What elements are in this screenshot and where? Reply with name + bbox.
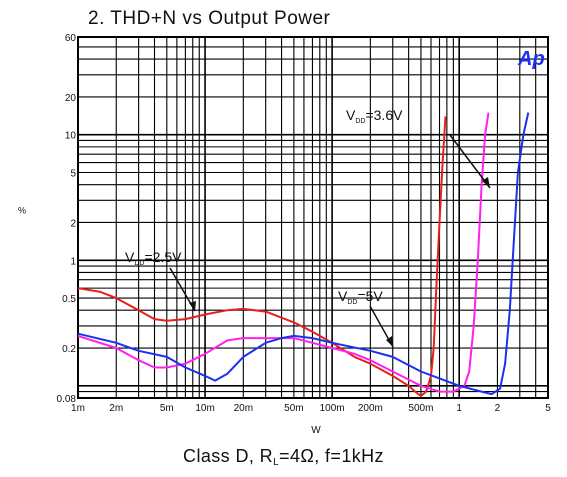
- arrowhead-v25: [189, 301, 196, 311]
- annotation-vdd-3-6v: VDD=3.6V: [346, 107, 491, 189]
- y-tick-label: 60: [65, 33, 77, 44]
- x-tick-label: 10m: [195, 403, 214, 414]
- y-tick-label: 5: [70, 169, 76, 180]
- x-tick-label: 1m: [71, 403, 85, 414]
- anno-v25-main: V: [125, 249, 135, 265]
- annotation-vdd-5v: VDD=5V: [338, 288, 394, 348]
- x-tick-label: 1: [456, 403, 462, 414]
- anno-v25-sub: DD: [134, 260, 144, 267]
- svg-text:VDD=5V: VDD=5V: [338, 288, 383, 306]
- chart-caption: Class D, RL=4Ω, f=1kHz: [0, 446, 567, 468]
- x-tick-label: 500m: [408, 403, 433, 414]
- chart-title: 2. THD+N vs Output Power: [88, 8, 331, 29]
- y-tick-label: 0.2: [62, 344, 76, 355]
- arrowhead-v5: [386, 336, 393, 347]
- anno-v5-sub: DD: [347, 299, 357, 306]
- y-tick-label: 1: [70, 256, 76, 267]
- arrow-v36: [449, 134, 491, 189]
- caption-sub: L: [273, 457, 280, 468]
- x-tick-label: 2m: [109, 403, 123, 414]
- arrowhead-v36: [482, 177, 490, 188]
- annotation-vdd-2-5v: VDD=2.5V: [125, 249, 196, 312]
- svg-text:VDD=2.5V: VDD=2.5V: [125, 249, 182, 267]
- x-tick-label: 50m: [284, 403, 303, 414]
- caption-part2: =4Ω, f=1kHz: [279, 446, 384, 466]
- curves: [77, 112, 530, 397]
- x-tick-label: 5m: [160, 403, 174, 414]
- anno-v36-rest: =3.6V: [365, 107, 403, 123]
- y-axis-label: %: [18, 206, 26, 216]
- x-tick-label: 100m: [320, 403, 345, 414]
- anno-v5-main: V: [338, 288, 348, 304]
- y-tick-label: 10: [65, 131, 77, 142]
- y-tick-label: 0.08: [57, 394, 77, 405]
- anno-v36-sub: DD: [355, 118, 365, 125]
- anno-v5-rest: =5V: [357, 288, 383, 304]
- y-tick-label: 2: [70, 218, 76, 229]
- anno-v25-rest: =2.5V: [144, 249, 182, 265]
- x-axis-label: W: [311, 425, 321, 436]
- y-tick-label: 0.5: [62, 294, 76, 305]
- x-tick-label: 2: [495, 403, 501, 414]
- y-tick-label: 20: [65, 93, 77, 104]
- svg-text:VDD=3.6V: VDD=3.6V: [346, 107, 403, 125]
- anno-v36-main: V: [346, 107, 356, 123]
- x-tick-label: 20m: [234, 403, 253, 414]
- x-tick-label: 5: [545, 403, 551, 414]
- ap-logo: Ap: [517, 48, 545, 70]
- tick-labels: 1m 2m 5m 10m 20m 50m 100m 200m 500m 1 2 5 0.08 0.2 0.5…: [57, 33, 552, 414]
- series-line-1: [77, 112, 490, 393]
- x-tick-label: 200m: [358, 403, 383, 414]
- caption-part1: Class D, R: [183, 446, 274, 466]
- series-line-2: [77, 112, 530, 396]
